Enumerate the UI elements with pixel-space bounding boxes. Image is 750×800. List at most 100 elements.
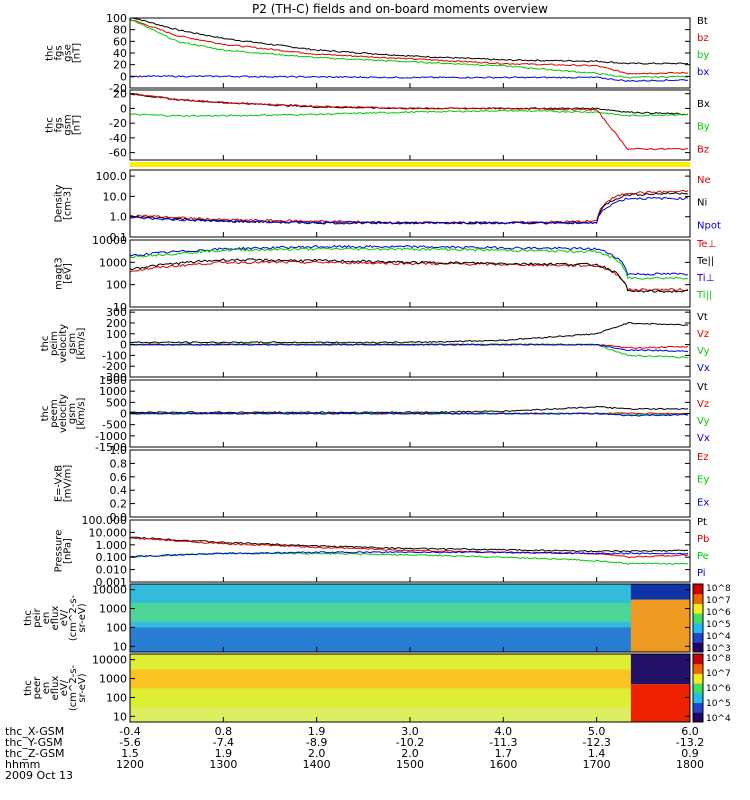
y-tick-label: 1.0 <box>110 211 128 224</box>
y-tick-label: -300 <box>102 371 127 384</box>
z-gsm-value: 2.0 <box>308 747 326 760</box>
y-gsm-value: -7.4 <box>213 736 234 749</box>
y-axis-label: fgs <box>54 117 65 132</box>
colorbar-segment <box>693 683 703 694</box>
y-axis-label: [km/s] <box>76 397 87 429</box>
y-tick-label: 100.0 <box>96 170 128 183</box>
y-tick-label: 10000 <box>92 654 127 667</box>
colorbar-tick-label: 10^8 <box>706 584 731 594</box>
y-axis-label: thc <box>45 117 56 133</box>
y-axis-label: sr-eV) <box>77 603 88 632</box>
y-tick-label: 1000 <box>99 256 127 269</box>
y-axis-label: thc <box>23 610 34 626</box>
y-axis-label: gsm <box>67 333 78 354</box>
y-axis-label: peer <box>32 676 43 700</box>
y-axis-label: [km/s] <box>76 327 87 359</box>
y-tick-label: 100 <box>106 621 127 634</box>
y-axis-label: (cm^2-s- <box>68 664 79 711</box>
series-line-Pi <box>129 551 689 558</box>
yellow-separator-bar <box>130 162 690 167</box>
x-gsm-value: 5.0 <box>588 725 606 738</box>
legend-entry: Vt <box>697 382 708 393</box>
y-tick-label: 0 <box>120 70 127 83</box>
y-tick-label: 100 <box>106 328 127 341</box>
series-line-Te|| <box>129 258 688 294</box>
y-axis-label: sr-eV) <box>77 673 88 702</box>
series-line-by <box>129 19 689 79</box>
y-tick-label: 0.100 <box>96 551 128 564</box>
time-tick-label: 1800 <box>676 758 704 771</box>
z-gsm-value: 1.4 <box>588 747 606 760</box>
colorbar-segment <box>693 593 703 604</box>
colorbar-segment <box>693 584 703 595</box>
y-axis-label: gsm <box>63 114 74 135</box>
y-axis-label: Density <box>54 184 65 222</box>
legend-entry: Ey <box>697 475 709 486</box>
y-axis-label: [eV] <box>63 263 74 284</box>
panel-frame <box>129 17 691 89</box>
colorbar-tick-label: 10^4 <box>706 714 731 724</box>
ephemeris-row-label: 2009 Oct 13 <box>5 769 73 782</box>
y-axis-label: eV/ <box>59 679 70 696</box>
spectrogram-band <box>630 599 690 652</box>
series-line-Npot <box>129 196 689 225</box>
y-tick-label: 10 <box>113 640 127 653</box>
panel-pressure: Pt Pb Pe Pi 0.0010.0100.1001.00010.000100.00… <box>54 514 710 589</box>
y-tick-label: -100 <box>102 349 127 362</box>
y-axis-label: (cm^2-s- <box>68 594 79 641</box>
y-gsm-value: -5.6 <box>119 736 140 749</box>
y-axis-label: Pressure <box>54 530 65 573</box>
y-tick-label: 10 <box>113 710 127 723</box>
colorbar-tick-label: 10^4 <box>706 632 731 642</box>
series-line-Vx <box>130 412 689 417</box>
y-axis-label: thc <box>45 45 56 61</box>
y-axis-label: eflux <box>50 676 61 701</box>
y-tick-label: 1.000 <box>96 539 128 552</box>
time-tick-label: 1600 <box>489 758 517 771</box>
y-tick-label: 1.0 <box>110 444 128 457</box>
y-tick-label: 0 <box>120 339 127 352</box>
y-tick-label: 0.010 <box>96 564 128 577</box>
legend-entry: by <box>697 50 709 61</box>
legend-entry: Ti⊥ <box>696 273 714 284</box>
ephemeris-row-label: thc_Z-GSM <box>5 747 65 760</box>
y-tick-label: 100.000 <box>82 514 128 527</box>
y-tick-label: 100 <box>106 691 127 704</box>
y-axis-label: peim <box>49 331 60 356</box>
y-tick-label: 0 <box>120 408 127 421</box>
panel-frame <box>129 309 691 378</box>
y-axis-label: thc <box>23 680 34 696</box>
legend-entry: Vt <box>697 312 708 323</box>
colorbar-tick-label: 10^6 <box>706 684 731 694</box>
y-tick-label: -1500 <box>95 441 127 454</box>
legend-entry: Pi <box>697 568 706 579</box>
colorbar-segment <box>693 712 703 723</box>
legend-entry: bz <box>697 33 709 44</box>
legend-entry: Npot <box>697 220 721 231</box>
y-axis-label: en <box>41 682 52 695</box>
y-axis-label: [nT] <box>72 115 83 135</box>
legend-entry: Pb <box>697 534 709 545</box>
legend-entry: Vx <box>697 363 710 374</box>
legend-entry: Vz <box>697 399 709 410</box>
y-tick-label: 200 <box>106 317 127 330</box>
y-tick-label: -20 <box>109 82 127 95</box>
legend-entry: Vz <box>697 329 709 340</box>
y-gsm-value: -10.2 <box>396 736 424 749</box>
y-tick-label: 40 <box>113 47 127 60</box>
y-tick-label: 0.2 <box>110 498 128 511</box>
y-gsm-value: -11.3 <box>489 736 517 749</box>
z-gsm-value: 1.9 <box>215 747 233 760</box>
y-axis-label: thc <box>40 406 51 422</box>
legend-entry: Bx <box>697 99 710 110</box>
series-line-Vx <box>129 343 689 353</box>
colorbar-segment <box>693 642 703 653</box>
x-gsm-value: -0.4 <box>119 725 140 738</box>
panel-temperature: Te⊥ Te|| Ti⊥ Ti|| 10 100 1000 10000 magt3[eV] <box>54 234 717 314</box>
colorbar-tick-label: 10^8 <box>706 654 731 664</box>
colorbar-segment <box>693 702 703 713</box>
y-axis-label: thc <box>40 336 51 352</box>
series-line-Bx <box>129 92 689 116</box>
y-axis-label: [mV/m] <box>63 465 74 503</box>
